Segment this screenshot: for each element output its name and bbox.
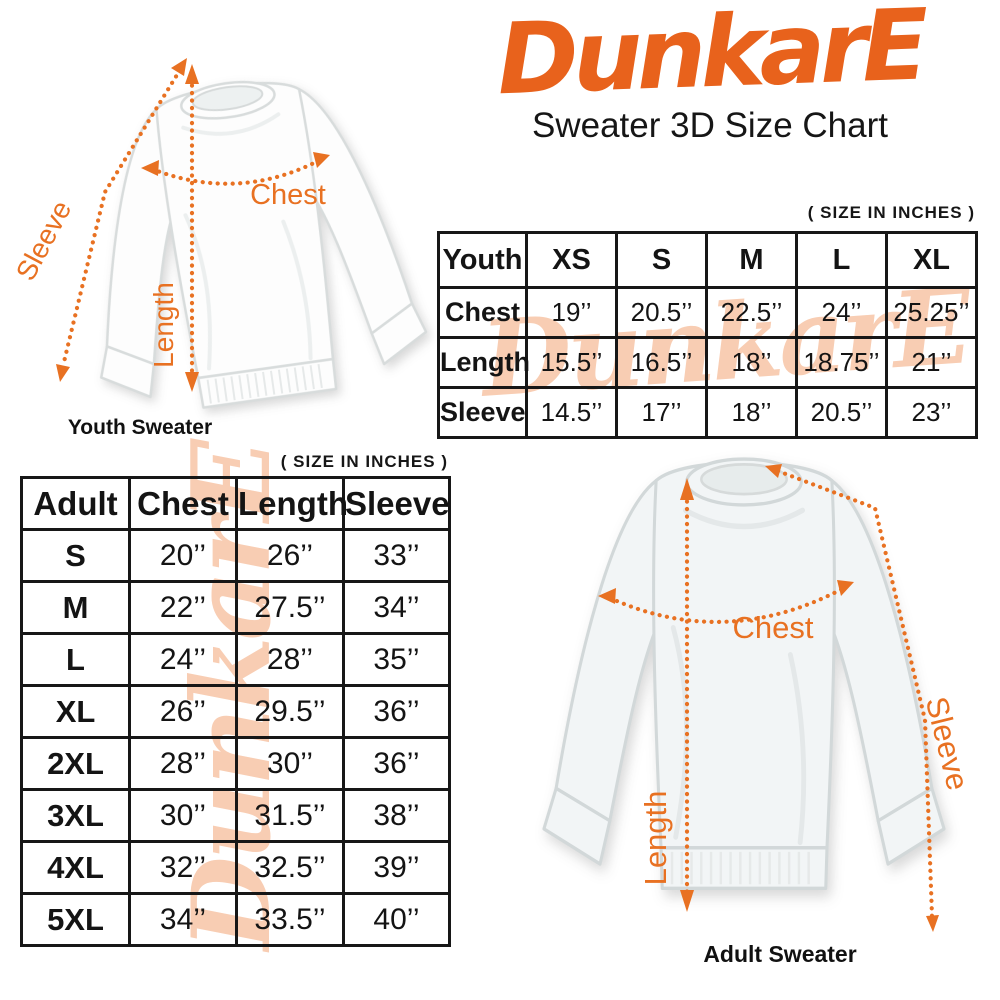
row-label: L (20, 632, 131, 687)
row-label: 4XL (20, 840, 131, 895)
table-row: Chest 19’’ 20.5’’ 22.5’’ 24’’ 25.25’’ (437, 286, 978, 339)
adult-units-note: ( SIZE IN INCHES ) (280, 452, 448, 471)
row-label: S (20, 528, 131, 583)
table-row: M 22’’ 27.5’’ 34’’ (20, 580, 451, 635)
size-value-cell: 34’’ (128, 892, 238, 947)
youth-chest-label: Chest (250, 179, 326, 211)
size-value-cell: 30’’ (235, 736, 345, 791)
table-row: 2XL 28’’ 30’’ 36’’ (20, 736, 451, 791)
size-value-cell: 28’’ (128, 736, 238, 791)
size-value-cell: 30’’ (128, 788, 238, 843)
table-row: Sleeve 14.5’’ 17’’ 18’’ 20.5’’ 23’’ (437, 386, 978, 439)
youth-length-arrow: Length (148, 64, 199, 392)
adult-caption: Adult Sweater (703, 941, 857, 967)
size-value-cell: 32.5’’ (235, 840, 345, 895)
size-value-cell: 22’’ (128, 580, 238, 635)
adult-chest-arrow: Chest (598, 580, 854, 645)
size-value-cell: 26’’ (128, 684, 238, 739)
size-value-cell: 22.5’’ (705, 286, 798, 339)
row-label: 2XL (20, 736, 131, 791)
youth-units-note: ( SIZE IN INCHES ) (807, 203, 975, 222)
table-row: Youth XS S M L XL (437, 231, 978, 289)
size-value-cell: 33’’ (342, 528, 451, 583)
row-label: Length (437, 336, 530, 389)
table-row: Adult Chest Length Sleeve (20, 476, 451, 531)
row-label: XL (20, 684, 131, 739)
page-title: Sweater 3D Size Chart (532, 105, 888, 145)
column-header: S (615, 231, 708, 289)
size-value-cell: 36’’ (342, 684, 451, 739)
size-value-cell: 40’’ (342, 892, 451, 947)
youth-sweater-illustration: Length Sleeve Chest (10, 58, 428, 409)
size-value-cell: 31.5’’ (235, 788, 345, 843)
youth-sweater-drawing (99, 80, 428, 409)
adult-size-table: Adult Chest Length Sleeve S 20’’ 26’’ 33… (20, 476, 451, 947)
size-value-cell: 29.5’’ (235, 684, 345, 739)
size-value-cell: 28’’ (235, 632, 345, 687)
size-value-cell: 33.5’’ (235, 892, 345, 947)
size-value-cell: 25.25’’ (885, 286, 978, 339)
table-row: 3XL 30’’ 31.5’’ 38’’ (20, 788, 451, 843)
row-label: 3XL (20, 788, 131, 843)
row-label: M (20, 580, 131, 635)
column-header: Sleeve (342, 476, 451, 531)
size-value-cell: 23’’ (885, 386, 978, 439)
column-header: L (795, 231, 888, 289)
table-row: Length 15.5’’ 16.5’’ 18’’ 18.75’’ 21’’ (437, 336, 978, 389)
adult-sweater-illustration: Length Chest Sleeve (542, 457, 976, 932)
adult-chest-label: Chest (733, 610, 814, 645)
size-value-cell: 14.5’’ (525, 386, 618, 439)
size-value-cell: 24’’ (795, 286, 888, 339)
size-value-cell: 34’’ (342, 580, 451, 635)
column-header: Adult (20, 476, 131, 531)
row-label: 5XL (20, 892, 131, 947)
size-value-cell: 20’’ (128, 528, 238, 583)
table-row: XL 26’’ 29.5’’ 36’’ (20, 684, 451, 739)
size-value-cell: 19’’ (525, 286, 618, 339)
brand-logo: DunkarE (495, 0, 925, 118)
size-value-cell: 36’’ (342, 736, 451, 791)
column-header: Chest (128, 476, 238, 531)
size-value-cell: 24’’ (128, 632, 238, 687)
youth-sleeve-label: Sleeve (10, 195, 78, 285)
size-value-cell: 21’’ (885, 336, 978, 389)
size-value-cell: 39’’ (342, 840, 451, 895)
table-row: L 24’’ 28’’ 35’’ (20, 632, 451, 687)
size-value-cell: 35’’ (342, 632, 451, 687)
size-value-cell: 15.5’’ (525, 336, 618, 389)
size-value-cell: 27.5’’ (235, 580, 345, 635)
youth-size-table: Youth XS S M L XL Chest 19’’ 20.5’’ 22.5… (437, 231, 978, 439)
table-row: S 20’’ 26’’ 33’’ (20, 528, 451, 583)
header: DunkarE Sweater 3D Size Chart (430, 0, 990, 145)
size-value-cell: 38’’ (342, 788, 451, 843)
size-value-cell: 18’’ (705, 386, 798, 439)
table-row: 4XL 32’’ 32.5’’ 39’’ (20, 840, 451, 895)
adult-length-arrow: Length (638, 478, 694, 912)
youth-length-label: Length (148, 282, 179, 368)
column-header: Youth (437, 231, 528, 289)
size-value-cell: 20.5’’ (795, 386, 888, 439)
size-value-cell: 18.75’’ (795, 336, 888, 389)
column-header: XS (525, 231, 618, 289)
youth-caption: Youth Sweater (67, 416, 213, 439)
column-header: XL (885, 231, 978, 289)
size-value-cell: 32’’ (128, 840, 238, 895)
size-value-cell: 17’’ (615, 386, 708, 439)
column-header: M (705, 231, 798, 289)
size-value-cell: 18’’ (705, 336, 798, 389)
youth-chest-arrow: Chest (141, 152, 330, 211)
column-header: Length (235, 476, 348, 531)
table-row: 5XL 34’’ 33.5’’ 40’’ (20, 892, 451, 947)
adult-length-label: Length (638, 791, 673, 886)
row-label: Chest (437, 286, 528, 339)
size-value-cell: 16.5’’ (615, 336, 708, 389)
row-label: Sleeve (437, 386, 528, 439)
adult-sweater-drawing (542, 457, 946, 890)
size-value-cell: 26’’ (235, 528, 345, 583)
size-value-cell: 20.5’’ (615, 286, 708, 339)
